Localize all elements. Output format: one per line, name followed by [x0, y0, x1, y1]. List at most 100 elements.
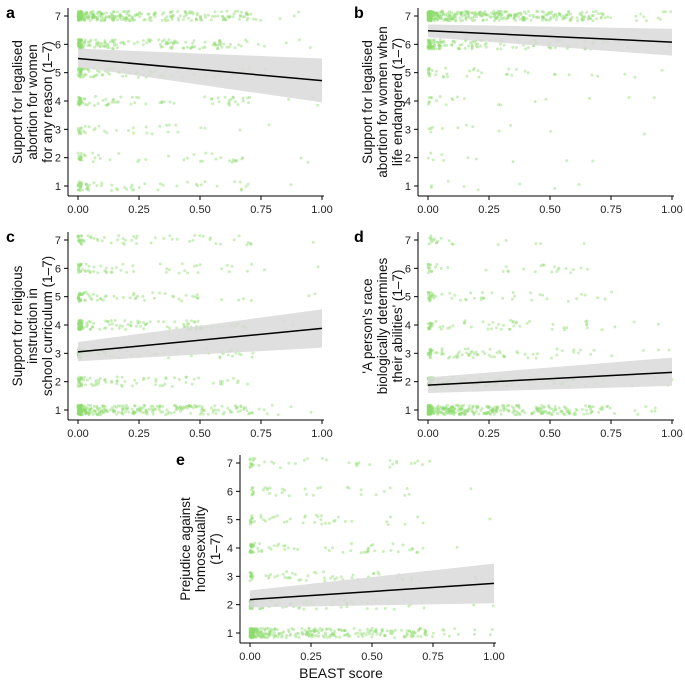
data-point — [112, 17, 116, 21]
data-point — [443, 17, 447, 21]
data-point — [135, 13, 139, 17]
data-point — [591, 14, 595, 17]
data-point — [273, 634, 277, 638]
data-point — [360, 633, 364, 637]
data-point — [141, 43, 145, 47]
data-point — [302, 607, 306, 611]
data-point — [76, 102, 80, 106]
data-point — [458, 16, 462, 20]
data-point — [322, 635, 326, 639]
data-point — [250, 516, 254, 520]
data-point — [126, 323, 130, 327]
data-point — [446, 179, 450, 183]
data-point — [577, 351, 580, 355]
data-point — [250, 628, 254, 632]
data-point — [251, 629, 255, 633]
data-point — [448, 325, 452, 329]
data-point — [334, 635, 338, 639]
data-point — [110, 11, 114, 15]
data-point — [78, 14, 82, 18]
data-point — [101, 410, 105, 414]
data-point — [430, 10, 434, 14]
data-point — [478, 10, 482, 14]
data-point — [174, 40, 178, 44]
data-point — [284, 636, 288, 640]
data-point — [437, 43, 441, 47]
data-point — [79, 183, 83, 187]
data-point — [663, 10, 667, 14]
data-point — [78, 293, 82, 297]
data-point — [466, 409, 470, 413]
data-point — [278, 631, 282, 635]
data-point — [565, 407, 569, 411]
data-point — [260, 631, 264, 635]
data-point — [426, 11, 430, 15]
data-point — [249, 543, 253, 547]
data-point — [79, 407, 83, 411]
data-point — [82, 408, 86, 412]
x-tick-label: 0.00 — [417, 428, 438, 440]
data-point — [239, 405, 243, 409]
data-point — [502, 43, 506, 47]
data-point — [553, 265, 556, 269]
data-point — [585, 319, 589, 323]
data-point — [79, 16, 83, 20]
data-point — [328, 627, 332, 631]
data-point — [598, 407, 602, 411]
data-point — [111, 98, 115, 102]
data-point — [106, 70, 110, 74]
data-point — [459, 12, 463, 16]
data-point — [90, 325, 94, 329]
data-point — [79, 132, 83, 136]
data-point — [490, 409, 493, 412]
data-point — [209, 18, 213, 22]
data-point — [93, 409, 97, 413]
data-point — [343, 520, 347, 523]
data-point — [129, 102, 133, 106]
data-point — [77, 43, 81, 47]
data-point — [485, 411, 489, 415]
data-point — [429, 408, 433, 412]
data-point — [458, 412, 461, 416]
data-point — [211, 102, 215, 106]
data-point — [456, 126, 460, 130]
data-point — [459, 407, 463, 411]
data-point — [516, 12, 520, 16]
data-point — [589, 17, 593, 21]
data-point — [208, 238, 212, 241]
data-point — [98, 410, 102, 414]
data-point — [436, 407, 440, 411]
data-point — [310, 633, 314, 637]
data-point — [250, 630, 254, 634]
data-point — [126, 10, 130, 14]
data-point — [249, 575, 253, 579]
data-point — [187, 404, 191, 408]
data-point — [434, 73, 438, 77]
data-point — [76, 42, 80, 46]
x-tick-label: 0.50 — [539, 428, 560, 440]
data-point — [121, 237, 125, 240]
data-point — [235, 405, 238, 409]
data-point — [239, 353, 243, 357]
data-point — [77, 18, 81, 22]
data-point — [362, 631, 366, 635]
data-point — [364, 633, 368, 637]
data-point — [92, 14, 96, 18]
data-point — [484, 13, 488, 17]
data-point — [196, 319, 200, 323]
data-point — [442, 412, 446, 415]
data-point — [467, 15, 471, 19]
data-point — [535, 352, 539, 356]
data-point — [330, 632, 334, 636]
data-point — [189, 46, 193, 50]
data-point — [426, 408, 430, 412]
data-point — [459, 411, 463, 415]
data-point — [426, 404, 430, 408]
data-point — [594, 9, 598, 13]
data-point — [203, 40, 207, 44]
data-point — [460, 404, 464, 408]
data-point — [470, 43, 474, 47]
data-point — [125, 12, 129, 16]
data-point — [518, 182, 522, 186]
y-axis-title-line: biologically determines — [375, 257, 390, 394]
